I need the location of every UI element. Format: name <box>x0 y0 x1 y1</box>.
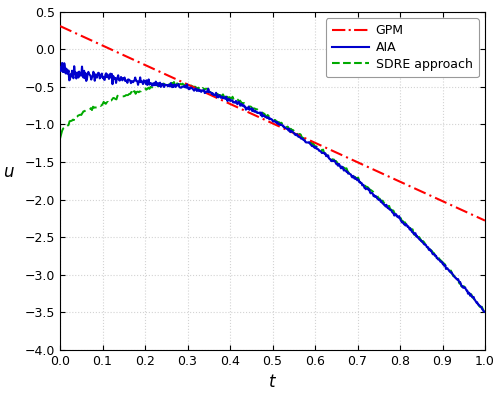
Legend: GPM, AIA, SDRE approach: GPM, AIA, SDRE approach <box>326 18 479 77</box>
X-axis label: t: t <box>269 373 276 391</box>
Y-axis label: u: u <box>2 163 13 181</box>
